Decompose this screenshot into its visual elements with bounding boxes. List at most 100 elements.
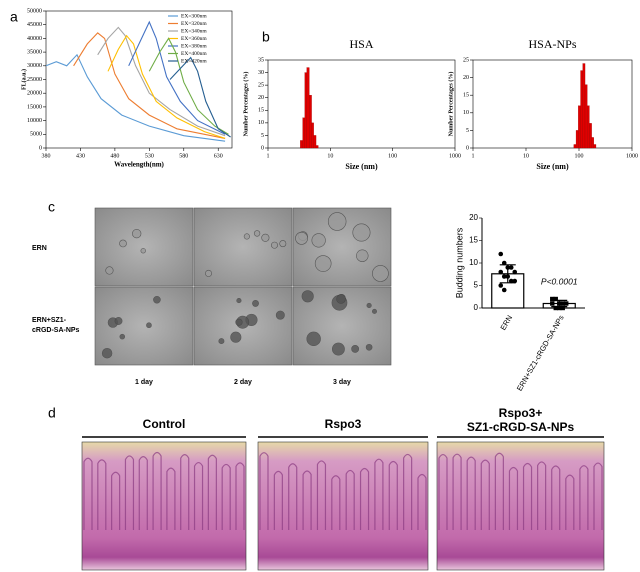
hist-bar [306,67,310,149]
column-label: 3 day [333,379,351,386]
organoid [311,233,326,248]
x-tick-label: 1000 [449,153,461,159]
hist-bar [313,135,317,149]
data-point [512,269,518,275]
organoid [253,230,261,237]
organoid [236,298,242,304]
x-tick-label: 100 [388,153,397,159]
villus [388,460,398,530]
row-label: cRGD-SA-NPs [32,327,80,334]
x-tick-label: 530 [145,153,154,159]
organoid [336,294,346,304]
y-tick-label: 35000 [27,49,42,55]
legend-label: EX=400nm [181,51,207,57]
organoid [306,331,321,347]
x-tick-label: 580 [179,153,188,159]
organoid [218,338,225,345]
organoid [327,212,347,231]
organoid [252,300,259,307]
y-tick-label: 10 [463,110,469,116]
villus [152,451,162,530]
organoid [314,255,332,272]
organoid [372,308,377,314]
villus [259,452,269,530]
y-tick-label: 40000 [27,36,42,42]
x-tick-label: 380 [42,153,51,159]
data-point [512,278,518,284]
x-axis-label: Size (nm) [536,162,569,171]
x-tick-label: 1 [267,153,270,159]
data-point [498,283,504,288]
data-point [501,274,507,279]
organoid [205,269,213,277]
y-tick-label: 45000 [27,22,42,28]
data-point [550,301,555,306]
villus [180,454,190,530]
organoid [243,233,250,240]
organoid [295,231,308,245]
annotation: P<0.0001 [541,277,578,287]
villus [579,465,589,530]
data-point [557,301,562,306]
image-title: Rspo3 [325,417,362,431]
hist-bar [593,144,597,149]
hist-bar [302,117,305,149]
line-series [73,32,226,139]
x-tick-label: 480 [110,153,119,159]
y-tick-label: 35 [258,57,264,63]
y-tick-label: 10 [258,120,264,126]
data-point [505,265,511,270]
y-tick-label: 5 [466,128,469,134]
hist-bar [315,145,319,149]
histology-image [81,441,247,571]
image-title: SZ1-cRGD-SA-NPs [467,420,575,434]
image-title: Rspo3+ [499,406,543,420]
data-point [564,301,569,306]
villus [166,467,176,530]
organoid [235,318,243,326]
y-axis-label: FL(a.u.) [20,69,27,90]
y-tick-label: 10 [469,258,478,267]
organoid [271,241,278,249]
villus [508,466,519,530]
y-tick-label: 25000 [27,77,42,83]
y-axis-label: Budding numbers [454,227,464,298]
image-title: Control [143,417,186,431]
plot-frame [472,59,633,149]
villus [302,470,312,530]
x-tick-label: ERN+SZ1-cRGD-SA-NPs [515,313,566,392]
chart-title: HSA [349,37,373,51]
line-series [169,56,231,138]
hist-bar [300,140,303,149]
organoid [146,322,152,329]
x-axis-label: Size (nm) [345,162,378,171]
y-tick-label: 5 [261,133,264,139]
villus [111,471,121,530]
x-tick-label: 100 [575,153,584,159]
villus [221,463,231,530]
line-series [128,20,226,135]
data-point [560,301,565,306]
x-tick-label: ERN [498,313,514,331]
organoid [119,333,126,340]
y-tick-label: 15 [258,108,264,114]
y-tick-label: 10000 [27,118,42,124]
column-label: 1 day [135,379,153,386]
data-point [553,296,558,302]
histology-image [436,441,605,571]
panel-label: d [48,405,56,421]
villus [522,462,533,530]
legend-label: EX=340nm [181,28,207,34]
organoid [153,295,161,304]
hist-bar [582,63,586,149]
y-tick-label: 25 [258,83,264,89]
villus [438,453,448,530]
villus [480,459,490,530]
villus [551,465,561,530]
column-label: 2 day [234,379,252,386]
y-axis-label: Number Percentages (%) [242,72,249,137]
histology-image [257,441,429,571]
images [81,207,605,571]
villus [452,453,462,530]
data-point [498,251,504,257]
